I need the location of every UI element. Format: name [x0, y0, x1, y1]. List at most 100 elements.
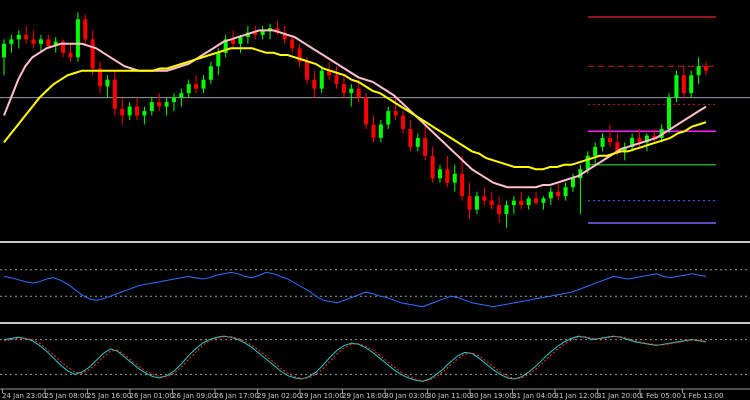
- candle-body: [83, 19, 88, 40]
- candle-body: [703, 66, 709, 71]
- candle-body: [556, 191, 561, 197]
- candle-body: [371, 124, 376, 138]
- time-axis-label: 31 Jan 20:00: [597, 392, 641, 400]
- time-axis-label: 1 Feb 13:00: [682, 392, 723, 400]
- time-axis-label: 30 Jan 19:00: [470, 392, 514, 400]
- candle-body: [38, 39, 43, 44]
- candle-body: [630, 137, 635, 147]
- moving-average-line: [3, 29, 707, 189]
- candle-body: [105, 79, 110, 87]
- candle-body: [667, 97, 672, 129]
- time-axis-label: 30 Jan 03:00: [385, 392, 429, 400]
- candle-body: [275, 28, 280, 33]
- candle-body: [327, 70, 332, 76]
- candle-body: [127, 106, 132, 116]
- candle-body: [423, 137, 428, 156]
- candle-body: [208, 66, 213, 80]
- candle-body: [216, 52, 221, 67]
- candle-body: [9, 39, 14, 44]
- time-axis-label: 25 Jan 08:00: [45, 392, 89, 400]
- candle-body: [61, 41, 66, 53]
- candle-body: [378, 124, 383, 138]
- candle-body: [504, 205, 509, 215]
- time-axis-label: 26 Jan 01:00: [130, 392, 174, 400]
- candle-body: [600, 137, 605, 147]
- candle-body: [489, 200, 494, 206]
- time-axis-label: 30 Jan 11:00: [427, 392, 471, 400]
- price-panel: [0, 12, 750, 228]
- candle-body: [312, 79, 317, 89]
- candle-body: [511, 200, 516, 206]
- candle-body: [593, 146, 598, 156]
- candle-body: [46, 39, 51, 47]
- candle-body: [290, 39, 295, 49]
- candle-body: [90, 39, 95, 69]
- time-axis-label: 29 Jan 02:00: [257, 392, 301, 400]
- time-axis-label: 31 Jan 04:00: [512, 392, 556, 400]
- candle-body: [622, 146, 627, 152]
- candle-body: [16, 34, 21, 40]
- candle-body: [652, 135, 657, 138]
- candle-body: [445, 169, 450, 183]
- candle-body: [179, 93, 184, 98]
- time-axis-label: 29 Jan 10:00: [300, 392, 344, 400]
- candle-body: [519, 200, 524, 206]
- time-axis-label: 25 Jan 16:00: [87, 392, 131, 400]
- candle-body: [386, 111, 391, 125]
- candle-body: [68, 52, 73, 58]
- candle-body: [467, 196, 472, 210]
- candle-body: [75, 19, 80, 58]
- candle-body: [157, 102, 162, 107]
- candle-body: [644, 135, 649, 143]
- candle-body: [223, 39, 228, 53]
- candle-body: [526, 198, 531, 206]
- candle-body: [548, 191, 553, 199]
- candle-body: [282, 32, 287, 40]
- candle-body: [430, 155, 435, 179]
- candle-body: [401, 115, 406, 129]
- candle-body: [53, 41, 58, 47]
- candle-body: [238, 37, 243, 44]
- candle-body: [112, 79, 117, 109]
- candle-body: [142, 111, 147, 116]
- candle-body: [349, 88, 354, 94]
- candle-body: [186, 84, 191, 94]
- candle-body: [696, 66, 701, 76]
- time-axis-label: 24 Jan 23:00: [2, 392, 46, 400]
- candle-body: [408, 128, 413, 147]
- candle-body: [149, 102, 154, 112]
- candle-body: [364, 97, 369, 125]
- candle-body: [171, 97, 176, 103]
- oscillator-line: [3, 336, 707, 382]
- oscillator-line: [3, 271, 707, 308]
- time-axis-label: 31 Jan 12:00: [555, 392, 599, 400]
- candle-body: [120, 108, 125, 116]
- candle-body: [534, 198, 539, 203]
- candle-body: [607, 137, 612, 143]
- oscillator1-panel: [0, 269, 750, 308]
- candle-body: [231, 39, 236, 44]
- candle-body: [24, 34, 29, 40]
- candle-body: [452, 173, 457, 183]
- candle-body: [482, 196, 487, 201]
- candle-body: [570, 178, 576, 188]
- candle-body: [681, 75, 686, 94]
- candle-body: [689, 75, 694, 94]
- candle-body: [585, 155, 590, 170]
- time-axis-label: 1 Feb 05:00: [640, 392, 681, 400]
- candle-body: [334, 75, 339, 85]
- candle-body: [319, 70, 324, 89]
- time-axis-label: 26 Jan 17:00: [215, 392, 259, 400]
- candle-body: [134, 106, 140, 116]
- candle-body: [393, 111, 398, 116]
- candle-body: [98, 68, 103, 87]
- candle-body: [460, 173, 465, 197]
- candle-body: [563, 187, 568, 197]
- candle-body: [474, 196, 479, 210]
- candle-body: [356, 88, 361, 98]
- candle-body: [1, 43, 7, 58]
- time-axis-label: 29 Jan 18:00: [342, 392, 386, 400]
- oscillator2-panel: [0, 335, 750, 382]
